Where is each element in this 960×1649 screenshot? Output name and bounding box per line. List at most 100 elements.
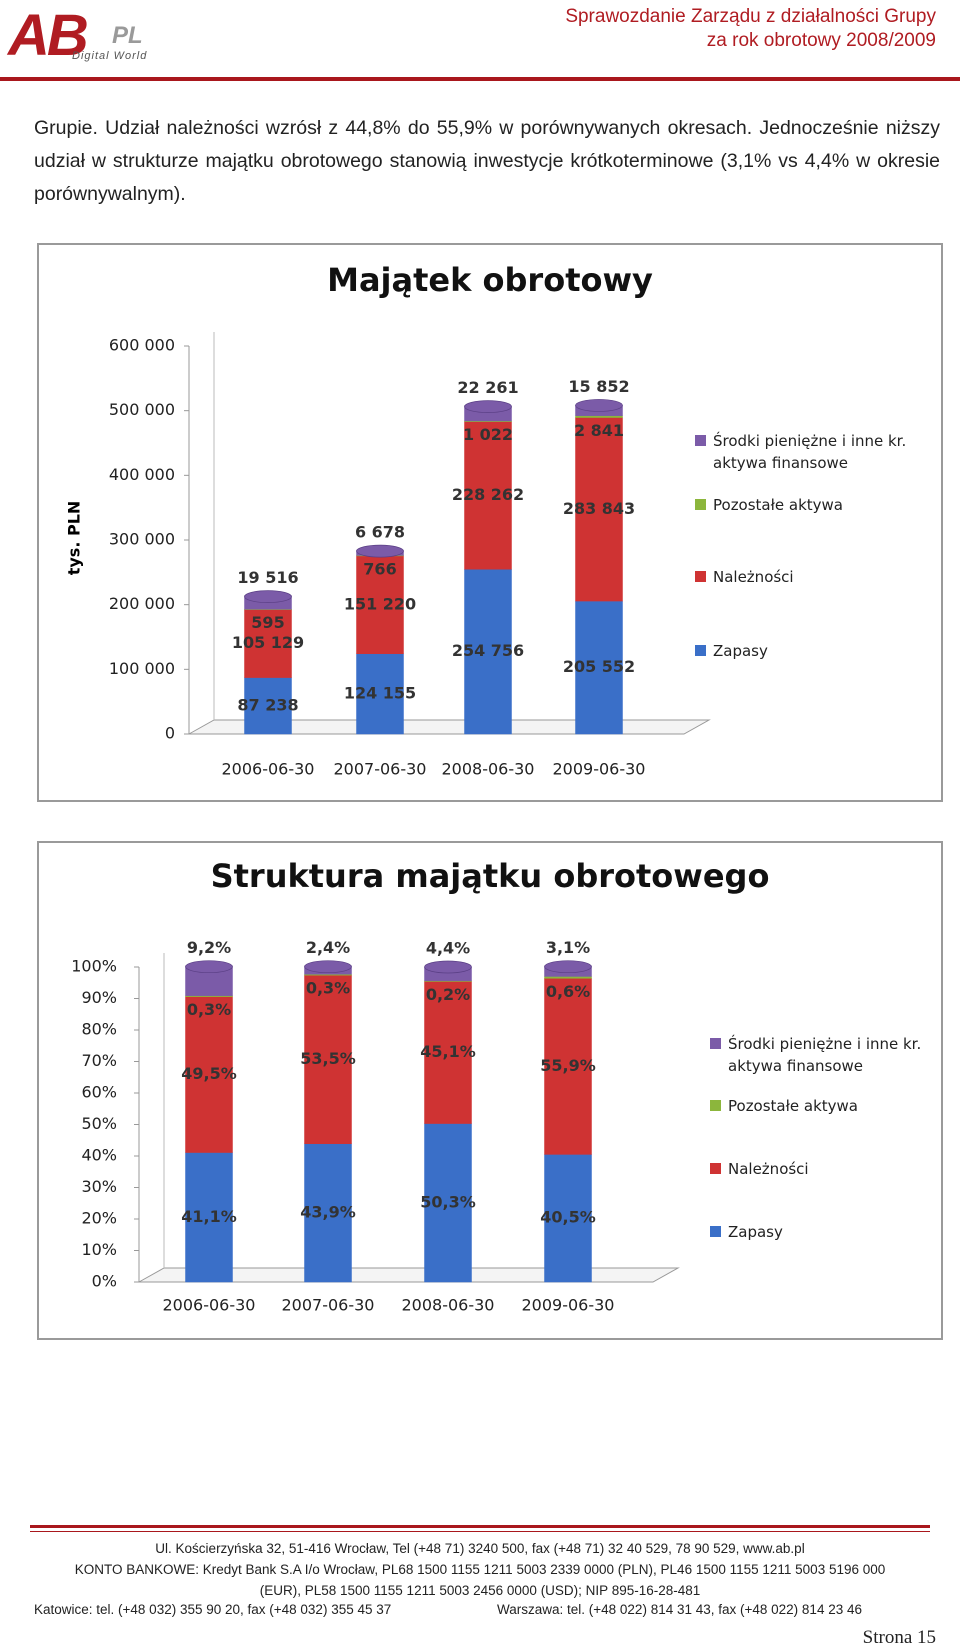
logo-suffix: PL bbox=[112, 22, 143, 49]
footer-line: Ul. Kościerzyńska 32, 51-416 Wrocław, Te… bbox=[155, 1541, 805, 1556]
data-label: 2,4% bbox=[306, 938, 350, 957]
legend-swatch bbox=[695, 435, 706, 446]
y-axis-title: tys. PLN bbox=[65, 501, 84, 576]
data-label: 0,6% bbox=[546, 982, 590, 1001]
data-label: 766 bbox=[363, 559, 396, 578]
y-tick-label: 600 000 bbox=[109, 336, 175, 355]
x-tick-label: 2008-06-30 bbox=[402, 1296, 495, 1315]
bar-segment bbox=[185, 996, 233, 1153]
x-tick-label: 2009-06-30 bbox=[522, 1296, 615, 1315]
chart: Struktura majątku obrotowego 0% 10% 20% 30% 4… bbox=[71, 857, 770, 1315]
legend-label: Zapasy bbox=[728, 1223, 783, 1241]
legend-label: Pozostałe aktywa bbox=[728, 1097, 858, 1115]
bar-segment bbox=[304, 1143, 352, 1283]
bar-segment bbox=[356, 653, 404, 735]
data-label: 3,1% bbox=[546, 938, 590, 957]
bar-segment bbox=[185, 1152, 233, 1283]
legend-label: Pozostałe aktywa bbox=[713, 496, 843, 514]
chart-frame: Majątek obrotowy tys. PLN 0 100 000 200 000 3… bbox=[37, 243, 943, 802]
bar-segment bbox=[575, 417, 623, 602]
y-tick-label: 70% bbox=[81, 1051, 117, 1070]
bar-segment bbox=[464, 569, 512, 735]
logo-tagline: Digital World bbox=[72, 50, 148, 62]
data-label: 228 262 bbox=[452, 485, 524, 504]
paragraph: Grupie. Udział należności wzrósł z 44,8%… bbox=[34, 117, 940, 205]
y-tick-label: 100 000 bbox=[109, 659, 175, 678]
x-tick-label: 2009-06-30 bbox=[553, 760, 646, 779]
x-tick-label: 2006-06-30 bbox=[163, 1296, 256, 1315]
footer-rule bbox=[30, 1525, 930, 1528]
y-tick-label: 0 bbox=[165, 724, 175, 743]
data-label: 0,3% bbox=[306, 979, 350, 998]
header-title: Sprawozdanie Zarządu z działalności Grup… bbox=[565, 6, 936, 27]
legend-item: Pozostałe aktywa bbox=[695, 494, 925, 516]
chart-frame: Struktura majątku obrotowego 0% 10% 20% 30% 4… bbox=[37, 841, 943, 1340]
data-label: 0,2% bbox=[426, 985, 470, 1004]
legend-item: Należności bbox=[695, 566, 925, 588]
bar-cap bbox=[304, 960, 352, 974]
footer-rule bbox=[30, 1531, 930, 1532]
data-label: 53,5% bbox=[300, 1049, 356, 1068]
data-label: 2 841 bbox=[574, 421, 624, 440]
legend-item: Środki pieniężne i inne kr. aktywa finan… bbox=[695, 430, 925, 474]
legend-swatch bbox=[710, 1100, 721, 1111]
legend-label: Należności bbox=[728, 1160, 809, 1178]
footer-line: (EUR), PL58 1500 1155 1211 5003 2456 000… bbox=[259, 1583, 701, 1598]
data-label: 6 678 bbox=[355, 523, 405, 542]
data-label: 41,1% bbox=[181, 1207, 237, 1226]
bar-cap bbox=[356, 544, 404, 558]
legend-swatch bbox=[710, 1226, 721, 1237]
bar-segment bbox=[544, 1154, 592, 1283]
header-title: za rok obrotowy 2008/2009 bbox=[706, 30, 936, 51]
bar-cap bbox=[464, 400, 512, 413]
bar-cap bbox=[544, 960, 592, 974]
data-label: 9,2% bbox=[187, 938, 231, 957]
chart-title: Struktura majątku obrotowego bbox=[211, 857, 770, 895]
legend-item: Zapasy bbox=[695, 640, 925, 662]
footer-warszawa: Warszawa: tel. (+48 022) 814 31 43, fax … bbox=[497, 1602, 862, 1617]
data-label: 595 bbox=[251, 613, 284, 632]
data-label: 254 756 bbox=[452, 641, 524, 660]
y-tick-label: 30% bbox=[81, 1177, 117, 1196]
bar-segment bbox=[575, 415, 623, 418]
bar-segment bbox=[424, 981, 472, 1124]
data-label: 105 129 bbox=[232, 633, 304, 652]
bar-segment bbox=[544, 976, 592, 979]
legend-item: Środki pieniężne i inne kr. aktywa finan… bbox=[710, 1033, 940, 1077]
data-label: 19 516 bbox=[237, 568, 298, 587]
x-tick-label: 2007-06-30 bbox=[282, 1296, 375, 1315]
floor bbox=[137, 1267, 680, 1283]
y-tick-label: 100% bbox=[71, 957, 117, 976]
legend-swatch bbox=[695, 499, 706, 510]
data-label: 4,4% bbox=[426, 939, 470, 958]
bar-segment bbox=[356, 555, 404, 654]
y-tick-label: 80% bbox=[81, 1020, 117, 1039]
logo-brand: AB bbox=[8, 3, 89, 68]
y-tick-label: 90% bbox=[81, 988, 117, 1007]
bar-cap bbox=[575, 399, 623, 412]
bar-cap bbox=[424, 960, 472, 974]
data-label: 0,3% bbox=[187, 1000, 231, 1019]
legend-item: Pozostałe aktywa bbox=[710, 1095, 940, 1117]
footer-katowice: Katowice: tel. (+48 032) 355 90 20, fax … bbox=[34, 1602, 392, 1617]
header-rule bbox=[0, 77, 960, 81]
data-label: 22 261 bbox=[457, 378, 518, 397]
page-number: Strona 15 bbox=[862, 1627, 936, 1648]
y-tick-label: 20% bbox=[81, 1209, 117, 1228]
y-tick-label: 400 000 bbox=[109, 465, 175, 484]
bar-segment bbox=[575, 600, 623, 735]
legend-item: Należności bbox=[710, 1158, 940, 1180]
bar-segment bbox=[544, 978, 592, 1155]
data-label: 283 843 bbox=[563, 499, 635, 518]
legend-swatch bbox=[710, 1163, 721, 1174]
data-label: 1 022 bbox=[463, 425, 513, 444]
data-label: 151 220 bbox=[344, 594, 416, 613]
legend-label: Środki pieniężne i inne kr. aktywa finan… bbox=[713, 432, 907, 472]
data-label: 205 552 bbox=[563, 657, 635, 676]
x-tick-label: 2008-06-30 bbox=[442, 760, 535, 779]
data-label: 43,9% bbox=[300, 1202, 356, 1221]
data-label: 40,5% bbox=[540, 1208, 596, 1227]
chart-title: Majątek obrotowy bbox=[327, 261, 653, 299]
x-tick-label: 2007-06-30 bbox=[334, 760, 427, 779]
